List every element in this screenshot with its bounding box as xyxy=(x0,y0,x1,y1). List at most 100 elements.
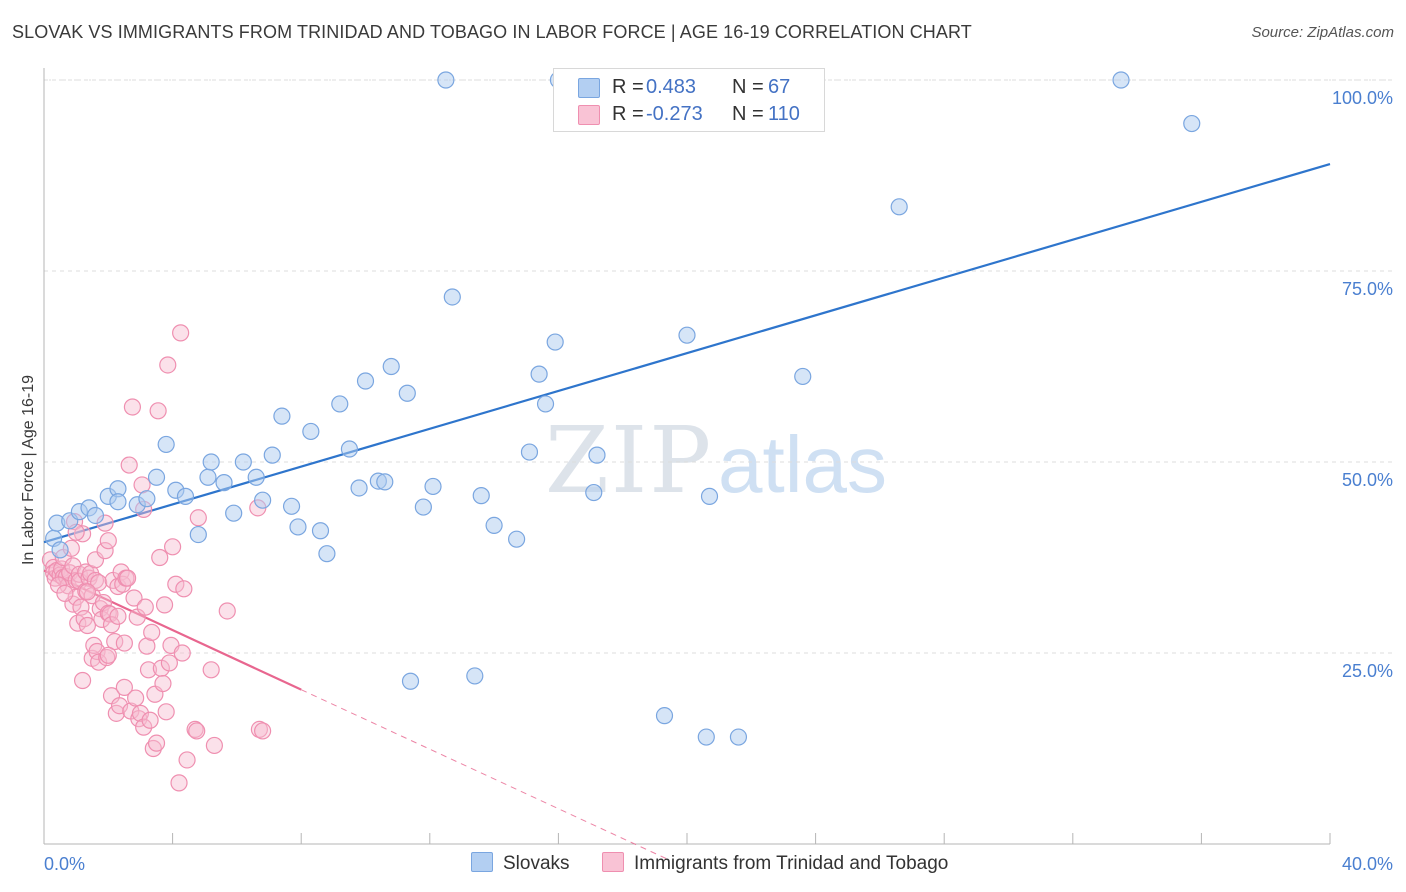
slovak-point xyxy=(302,422,320,441)
trinidad-point xyxy=(73,671,92,690)
legend-swatch-slovak xyxy=(578,78,600,98)
trinidad-point xyxy=(188,722,206,740)
slovak-point xyxy=(350,479,368,497)
slovak-point xyxy=(1112,71,1130,89)
trinidad-point xyxy=(189,509,207,527)
slovak-point xyxy=(655,707,674,725)
slovak-point xyxy=(890,198,908,216)
slovak-point xyxy=(202,453,220,471)
y-tick-label: 25.0% xyxy=(1342,661,1393,681)
trinidad-point xyxy=(136,598,154,616)
trinidad-point xyxy=(78,616,97,635)
trinidad-point xyxy=(127,689,145,707)
trinidad-point xyxy=(88,642,106,661)
slovak-point xyxy=(157,435,175,454)
slovak-point xyxy=(401,672,420,690)
y-tick-label: 50.0% xyxy=(1342,470,1393,490)
slovak-point xyxy=(472,487,490,505)
slovak-point xyxy=(356,372,375,390)
trinidad-trend-extension xyxy=(300,689,668,860)
slovak-point xyxy=(331,395,349,413)
slovak-point xyxy=(678,326,696,344)
slovak-point xyxy=(199,468,217,486)
x-ticks xyxy=(43,833,1331,844)
legend-row-slovak: R = 0.483 N = 67 xyxy=(554,74,824,100)
trinidad-point xyxy=(99,532,117,550)
legend-swatch-slovak xyxy=(471,852,493,872)
trinidad-point xyxy=(139,661,158,679)
watermark: ZIP atlas xyxy=(545,407,887,514)
y-tick-label: 100.0% xyxy=(1332,88,1393,108)
legend-row-trinidad: R = -0.273 N = 110 xyxy=(554,101,824,127)
legend-n-value-trinidad: 110 xyxy=(768,103,800,125)
slovak-point xyxy=(289,518,307,536)
slovak-point xyxy=(51,541,69,559)
trinidad-point xyxy=(155,596,174,614)
trinidad-point xyxy=(99,646,117,664)
chart-source: Source: ZipAtlas.com xyxy=(1251,24,1394,41)
trinidad-point xyxy=(78,583,97,601)
legend-r-value-slovak: 0.483 xyxy=(646,76,697,98)
trinidad-point xyxy=(149,402,167,420)
trinidad-point xyxy=(135,718,153,736)
legend-item-slovaks: Slovaks xyxy=(471,852,570,875)
trinidad-point xyxy=(202,661,220,679)
slovak-point xyxy=(485,516,503,535)
slovak-point xyxy=(234,453,252,471)
slovak-point xyxy=(376,473,394,491)
x-tick-labels: 0.0% 40.0% xyxy=(44,854,1393,874)
trinidad-point xyxy=(118,569,137,587)
trinidad-point xyxy=(96,542,114,560)
trinidad-point xyxy=(109,607,127,625)
slovak-point xyxy=(254,491,272,509)
slovak-point xyxy=(443,288,461,306)
trinidad-point xyxy=(175,580,193,598)
trinidad-point xyxy=(205,736,223,755)
slovak-point xyxy=(215,474,233,492)
slovak-point xyxy=(340,440,359,458)
trinidad-point xyxy=(125,589,143,607)
slovak-point xyxy=(382,357,400,376)
x-tick-label-max: 40.0% xyxy=(1342,854,1393,874)
trinidad-point xyxy=(173,644,191,662)
trinidad-point xyxy=(178,751,196,769)
trinidad-point xyxy=(151,548,169,567)
slovak-point xyxy=(700,487,719,505)
slovak-point xyxy=(273,407,291,425)
trinidad-point xyxy=(159,356,177,374)
slovak-point xyxy=(729,728,748,746)
slovak-point xyxy=(176,487,195,505)
trinidad-point xyxy=(172,324,190,342)
trinidad-point xyxy=(73,525,92,543)
slovak-point xyxy=(282,497,301,515)
trinidad-point xyxy=(157,703,175,721)
trinidad-point xyxy=(254,722,272,740)
slovak-point xyxy=(585,483,603,502)
trinidad-point xyxy=(144,739,162,758)
slovak-point xyxy=(147,468,166,486)
trinidad-point xyxy=(170,774,188,792)
slovak-point xyxy=(424,477,442,496)
legend-swatch-trinidad xyxy=(578,105,600,125)
slovak-point xyxy=(318,545,336,563)
trinidad-point xyxy=(154,674,172,693)
watermark-zip: ZIP xyxy=(545,407,713,514)
trinidad-point xyxy=(167,575,185,593)
slovak-point xyxy=(588,446,606,464)
legend-r-value-trinidad: -0.273 xyxy=(646,103,703,125)
trinidad-point xyxy=(56,584,74,603)
legend-item-trinidad: Immigrants from Trinidad and Tobago xyxy=(602,852,948,875)
slovak-point xyxy=(520,443,539,461)
trinidad-point xyxy=(120,456,138,474)
gridlines xyxy=(44,79,1392,654)
trinidad-point xyxy=(115,678,133,696)
legend-n-value-slovak: 67 xyxy=(768,76,791,98)
trinidad-point xyxy=(131,704,150,722)
trinidad-point xyxy=(90,653,108,671)
slovak-point xyxy=(263,446,281,464)
slovak-point xyxy=(697,728,715,746)
trinidad-point xyxy=(218,602,236,620)
y-tick-labels: 25.0% 50.0% 75.0% 100.0% xyxy=(1332,88,1393,681)
trinidad-point xyxy=(141,711,159,729)
